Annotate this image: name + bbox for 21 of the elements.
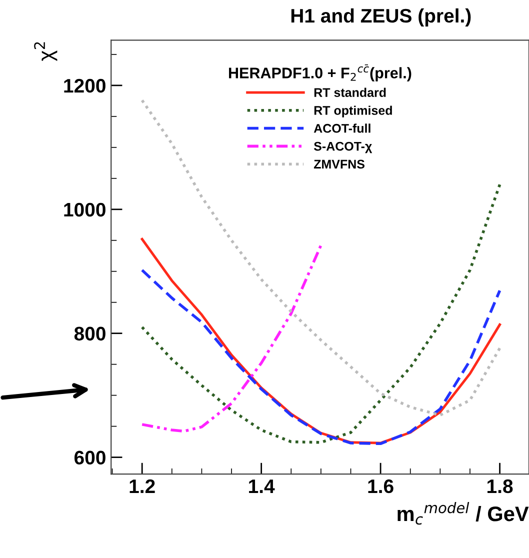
x-tick-label: 1.8 — [488, 479, 513, 494]
y-tick-label: 600 — [74, 450, 106, 465]
x-axis-title: m$_{c}$$^{model}$ / GeV — [398, 502, 529, 525]
y-tick-label: 1000 — [64, 202, 106, 217]
x-tick-label: 1.6 — [368, 479, 394, 494]
y-tick-label: 800 — [74, 326, 106, 341]
legend-label: S-ACOT-χ — [314, 142, 372, 154]
chart-title: H1 and ZEUS (prel.) — [291, 8, 471, 26]
legend-label: ZMVFNS — [314, 160, 364, 169]
line-series — [140, 244, 322, 433]
x-tick-label: 1.2 — [130, 479, 155, 493]
legend-label: RT optimised — [314, 106, 392, 118]
y-axis-title: χ$^{2}$ — [34, 42, 58, 62]
line-series — [140, 98, 502, 417]
legend-label: ACOT-full — [314, 124, 370, 133]
legend-title: HERAPDF1.0 + F$_{2}$$^{cc̄}$(prel.) — [229, 64, 412, 82]
line-series — [140, 268, 502, 446]
x-tick-label: 1.4 — [249, 480, 275, 493]
line-series — [140, 183, 502, 444]
legend-label: RT standard — [314, 88, 386, 97]
y-tick-label: 1200 — [64, 78, 106, 93]
